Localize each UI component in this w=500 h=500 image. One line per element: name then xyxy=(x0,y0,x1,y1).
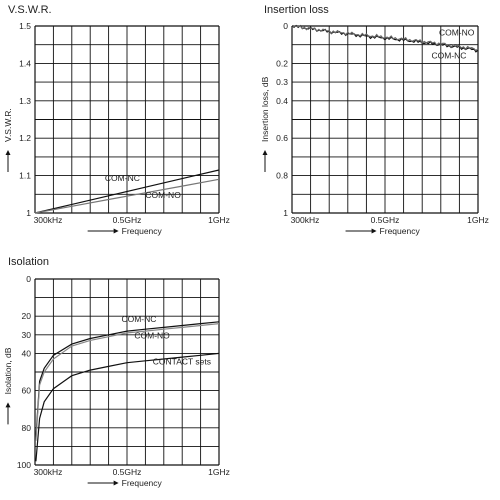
vswr-xtick-label: 0.5GHz xyxy=(113,215,142,225)
vswr-xtick-label: 1GHz xyxy=(208,215,230,225)
insertion-xaxis-arrowhead xyxy=(371,228,377,234)
isolation-xaxis-label: Frequency xyxy=(122,478,163,488)
isolation-xtick-label: 300kHz xyxy=(34,467,63,477)
vswr-annotation: COM-NC xyxy=(105,173,140,183)
insertion-ytick-label: 1 xyxy=(283,208,288,218)
vswr-ytick-label: 1.1 xyxy=(19,171,31,181)
insertion-yaxis-arrowhead xyxy=(262,149,268,155)
vswr-series-com-nc-line xyxy=(34,169,220,214)
isolation-chart-title: Isolation xyxy=(8,256,49,268)
insertion-annotation: COM-NO xyxy=(439,27,475,37)
insertion-ytick-label: 0.8 xyxy=(276,171,288,181)
isolation-xaxis-arrowhead xyxy=(113,480,119,486)
insertion-ytick-label: 0 xyxy=(283,21,288,31)
vswr-yaxis-arrowhead xyxy=(5,149,11,155)
insertion-xtick-label: 1GHz xyxy=(467,215,489,225)
isolation-ytick-label: 30 xyxy=(22,330,32,340)
insertion-ytick-label: 0.6 xyxy=(276,133,288,143)
vswr-yaxis-label: V.S.W.R. xyxy=(3,108,13,142)
vswr-xtick-label: 300kHz xyxy=(34,215,63,225)
isolation-series-contact-sets-line xyxy=(35,352,220,462)
vswr-series-com-no-line xyxy=(34,178,220,214)
isolation-series-com-nc-line xyxy=(35,321,220,438)
isolation-ytick-label: 20 xyxy=(22,311,32,321)
isolation-xtick-label: 1GHz xyxy=(208,467,230,477)
insertion-xaxis-label: Frequency xyxy=(380,226,421,236)
isolation-yaxis-label: Isolation, dB xyxy=(3,347,13,394)
isolation-ytick-label: 100 xyxy=(17,460,31,470)
insertion-ytick-label: 0.2 xyxy=(276,58,288,68)
isolation-annotation: CONTACT sets xyxy=(153,357,211,367)
insertion-series-com-nc-line xyxy=(291,25,479,52)
insertion-xtick-label: 0.5GHz xyxy=(371,215,400,225)
isolation-series-com-no-line xyxy=(35,323,220,441)
isolation-yaxis-arrowhead xyxy=(5,402,11,408)
isolation-annotation: COM-NO xyxy=(134,331,170,341)
isolation-xtick-label: 0.5GHz xyxy=(113,467,142,477)
insertion-ytick-label: 0.3 xyxy=(276,77,288,87)
insertion-chart-title: Insertion loss xyxy=(264,4,329,16)
vswr-chart-title: V.S.W.R. xyxy=(8,4,52,16)
isolation-ytick-label: 80 xyxy=(22,423,32,433)
insertion-xtick-label: 300kHz xyxy=(291,215,320,225)
vswr-ytick-label: 1.2 xyxy=(19,133,31,143)
vswr-xaxis-label: Frequency xyxy=(122,226,163,236)
vswr-ytick-label: 1.5 xyxy=(19,21,31,31)
insertion-series-com-no-line xyxy=(291,24,479,53)
isolation-ytick-label: 60 xyxy=(22,386,32,396)
vswr-annotation: COM-NO xyxy=(145,190,181,200)
insertion-annotation: COM-NC xyxy=(432,51,467,61)
vswr-ytick-label: 1 xyxy=(26,208,31,218)
vswr-ytick-label: 1.3 xyxy=(19,96,31,106)
isolation-annotation: COM-NC xyxy=(121,314,156,324)
insertion-yaxis-label: Insertion loss, dB xyxy=(260,76,270,142)
vswr-xaxis-arrowhead xyxy=(113,228,119,234)
isolation-ytick-label: 0 xyxy=(26,274,31,284)
vswr-ytick-label: 1.4 xyxy=(19,58,31,68)
insertion-ytick-label: 0.4 xyxy=(276,96,288,106)
isolation-ytick-label: 40 xyxy=(22,348,32,358)
